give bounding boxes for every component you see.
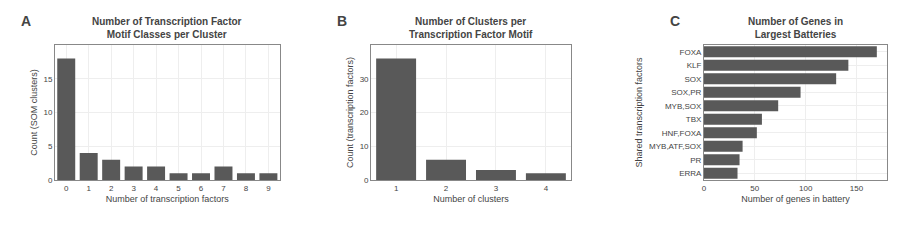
svg-text:5: 5 — [48, 142, 53, 151]
svg-text:C: C — [670, 13, 680, 29]
svg-text:3: 3 — [494, 184, 499, 193]
svg-text:Number of Transcription Factor: Number of Transcription FactorMotif Clas… — [92, 16, 242, 40]
svg-text:HNF,FOXA: HNF,FOXA — [662, 129, 702, 138]
svg-text:2: 2 — [444, 184, 449, 193]
svg-text:10: 10 — [360, 142, 369, 151]
svg-text:1: 1 — [394, 184, 399, 193]
svg-text:15: 15 — [43, 75, 52, 84]
svg-text:MYB,ATF,SOX: MYB,ATF,SOX — [649, 142, 702, 151]
svg-text:Number of clusters: Number of clusters — [433, 194, 509, 204]
svg-text:0: 0 — [48, 176, 53, 185]
svg-text:Count (transcription factors): Count (transcription factors) — [345, 57, 355, 168]
svg-text:Number of Genes inLargest Batt: Number of Genes inLargest Batteries — [748, 16, 843, 40]
svg-text:0: 0 — [64, 184, 69, 193]
svg-text:20: 20 — [360, 108, 369, 117]
svg-text:2: 2 — [109, 184, 114, 193]
svg-text:150: 150 — [850, 184, 864, 193]
svg-text:3: 3 — [131, 184, 136, 193]
svg-text:Count (SOM clusters): Count (SOM clusters) — [29, 69, 39, 156]
svg-text:4: 4 — [154, 184, 159, 193]
svg-text:8: 8 — [244, 184, 249, 193]
svg-text:0: 0 — [364, 176, 369, 185]
svg-text:ERRA: ERRA — [679, 169, 702, 178]
svg-text:Number of transcription factor: Number of transcription factors — [106, 194, 230, 204]
svg-text:6: 6 — [199, 184, 204, 193]
svg-text:30: 30 — [360, 75, 369, 84]
svg-text:7: 7 — [221, 184, 226, 193]
svg-text:MYB,SOX: MYB,SOX — [665, 102, 702, 111]
svg-text:100: 100 — [799, 184, 813, 193]
svg-text:A: A — [21, 13, 31, 29]
svg-text:FOXA: FOXA — [680, 48, 702, 57]
svg-text:Shared transcription factors: Shared transcription factors — [634, 57, 644, 168]
svg-text:TBX: TBX — [686, 115, 702, 124]
svg-text:Number of Clusters perTranscri: Number of Clusters perTranscription Fact… — [409, 16, 533, 40]
svg-text:SOX: SOX — [684, 75, 702, 84]
svg-text:0: 0 — [702, 184, 707, 193]
svg-text:SOX,PR: SOX,PR — [671, 88, 701, 97]
svg-text:9: 9 — [266, 184, 271, 193]
svg-text:1: 1 — [86, 184, 91, 193]
svg-text:5: 5 — [176, 184, 181, 193]
svg-text:PR: PR — [690, 156, 701, 165]
svg-text:Number of genes in battery: Number of genes in battery — [741, 194, 850, 204]
svg-text:50: 50 — [750, 184, 759, 193]
svg-text:KLF: KLF — [687, 61, 702, 70]
svg-text:B: B — [337, 13, 347, 29]
svg-text:10: 10 — [43, 108, 52, 117]
svg-text:4: 4 — [544, 184, 549, 193]
